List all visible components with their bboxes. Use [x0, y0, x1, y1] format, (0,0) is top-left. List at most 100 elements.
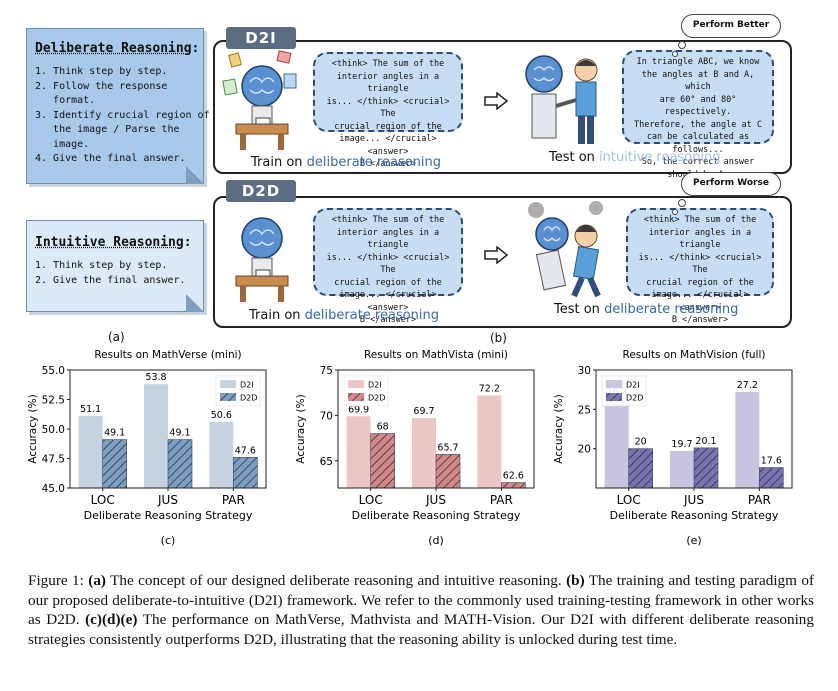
- bar-d2d: [628, 448, 653, 489]
- bubble-line: <think> The sum of the: [643, 215, 757, 225]
- d2d-test-caption: Test on deliberate reasoning: [554, 302, 739, 317]
- robot-handshake-illustration: [525, 55, 598, 144]
- data-label: 49.1: [169, 428, 190, 439]
- bar-d2d: [370, 433, 395, 489]
- bar-d2i: [735, 392, 760, 488]
- legend-swatch: [606, 380, 622, 388]
- data-label: 68: [377, 422, 389, 433]
- x-tick-label: LOC: [359, 493, 383, 507]
- bubble-line: Therefore, the angle at C: [634, 119, 762, 130]
- bubble-line: <think> The sum of the: [331, 215, 445, 225]
- legend-label: D2D: [626, 394, 643, 403]
- caption-figure-label: Figure 1:: [28, 572, 89, 589]
- data-label: 20.1: [695, 436, 716, 447]
- step-item: 1. Think step by step.: [35, 260, 168, 271]
- y-tick-label: 25: [578, 404, 591, 416]
- bubble-line: interior angles in a triangle: [336, 71, 440, 95]
- bar-d2d: [167, 439, 193, 489]
- right-arrow-icon: [484, 246, 509, 264]
- data-label: 49.1: [104, 428, 125, 439]
- bar-d2i: [670, 451, 694, 488]
- y-tick-label: 70: [320, 410, 333, 422]
- y-tick-label: 52.5: [42, 395, 65, 407]
- intuitive-reasoning-title: Intuitive Reasoning:: [35, 235, 192, 250]
- bubble-line: B </answer>: [359, 315, 417, 325]
- mathverse-chart: Results on MathVerse (mini) 45.0 47.5 50.0 5…: [27, 349, 267, 547]
- bubble-line: In triangle ABC, we know: [636, 57, 760, 67]
- step-item: 1. Think step by step.: [35, 66, 168, 77]
- y-axis-label: Accuracy (%): [27, 394, 39, 463]
- plot-frame: [337, 369, 535, 489]
- bubble-line: So, the correct answer: [641, 157, 755, 167]
- bubble-line: B </answer>: [671, 315, 729, 325]
- data-label: 19.7: [671, 439, 692, 450]
- page-fold-decoration: [186, 166, 204, 184]
- deliberate-steps-list: 1. Think step by step. 2. Follow the resp…: [35, 65, 210, 167]
- caption-ref-a: (a): [88, 572, 106, 589]
- d2d-tag: D2D: [226, 180, 296, 202]
- x-tick-label: JUS: [425, 493, 446, 507]
- bubble-line: image... </crucial> <answer>: [651, 290, 749, 313]
- bar-d2i: [209, 421, 234, 488]
- y-tick-label: 30: [578, 365, 591, 377]
- data-label: 69.9: [348, 404, 369, 415]
- bar-d2d: [759, 467, 784, 489]
- x-tick-label: JUS: [683, 493, 704, 507]
- caption-ref-cde: (c)(d)(e): [85, 611, 138, 628]
- x-tick-label: LOC: [617, 493, 641, 507]
- d2i-test-caption: Test on intuitive reasoning: [549, 150, 721, 165]
- x-tick-label: JUS: [157, 493, 178, 507]
- bubble-line: are 60° and 80° respectively.: [659, 94, 737, 118]
- x-axis-label: Deliberate Reasoning Strategy: [610, 509, 779, 522]
- step-item: image.: [35, 138, 90, 150]
- robot-struggle-illustration: [528, 201, 603, 298]
- y-tick-label: 45.0: [42, 483, 65, 495]
- deliberate-reasoning-title: Deliberate Reasoning:: [35, 41, 200, 56]
- bar-d2i: [604, 399, 629, 488]
- bar-d2d: [693, 447, 719, 489]
- step-item: 4. Give the final answer.: [35, 153, 186, 164]
- figure-caption: Figure 1: (a) The concept of our designe…: [28, 571, 814, 649]
- legend-swatch: [220, 380, 236, 388]
- plot-frame: [595, 369, 793, 489]
- bubble-line: is... </think> <crucial> The: [326, 96, 450, 120]
- y-tick-label: 55.0: [42, 365, 65, 377]
- bubble-line: the angles at B and A, which: [641, 69, 755, 93]
- student-studying-illustration: [222, 50, 297, 150]
- data-label: 27.2: [737, 380, 758, 391]
- d2i-test-bubble: In triangle ABC, we know the angles at B …: [622, 50, 774, 180]
- bubble-line: image... </crucial> <answer>: [339, 134, 437, 157]
- x-tick-label: PAR: [748, 493, 771, 507]
- step-item: the image / Parse the: [35, 124, 180, 135]
- panel-label: (d): [428, 534, 444, 547]
- student-studying-illustration: [235, 217, 289, 302]
- bar-d2d: [435, 454, 461, 489]
- data-label: 17.6: [761, 456, 782, 467]
- bubble-line: can be calculated as follows...: [646, 132, 750, 155]
- bar-d2d: [233, 457, 258, 489]
- bubble-line: interior angles in a triangle: [336, 227, 440, 251]
- x-tick-label: PAR: [222, 493, 245, 507]
- panel-a-label: (a): [108, 330, 125, 344]
- perform-better-cloud: Perform Better: [672, 14, 781, 57]
- perform-worse-text: Perform Worse: [693, 178, 769, 188]
- bubble-line: interior angles in a triangle: [648, 227, 752, 251]
- x-axis-label: Deliberate Reasoning Strategy: [352, 509, 521, 522]
- bar-d2i: [144, 384, 168, 488]
- y-tick-label: 50.0: [42, 424, 65, 436]
- chart-title: Results on MathVista (mini): [364, 349, 508, 361]
- y-axis-label: Accuracy (%): [553, 394, 565, 463]
- data-label: 72.2: [479, 383, 500, 394]
- panel-b-label: (b): [490, 331, 507, 345]
- data-label: 69.7: [413, 406, 434, 417]
- perform-worse-cloud: Perform Worse: [672, 172, 781, 215]
- legend-swatch: [348, 380, 364, 388]
- bubble-line: crucial region of the: [334, 121, 442, 132]
- bar-d2i: [78, 416, 103, 488]
- x-tick-label: LOC: [91, 493, 115, 507]
- step-item: 2. Follow the response: [35, 80, 168, 92]
- caption-text-1: The concept of our designed deliberate r…: [105, 572, 567, 589]
- page-fold-decoration: [186, 294, 204, 312]
- legend-label: D2I: [240, 381, 254, 390]
- d2i-tag: D2I: [226, 27, 296, 49]
